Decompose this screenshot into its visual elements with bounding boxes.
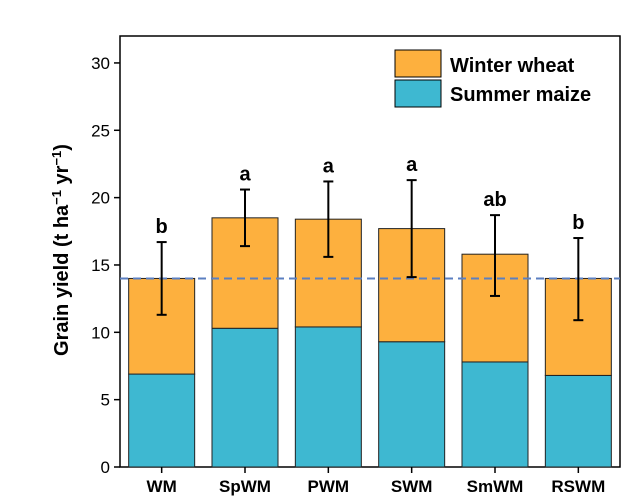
bar-summer-maize-spwm: [211, 327, 279, 468]
significance-letter-pwm: a: [323, 155, 335, 177]
x-tick-label-spwm: SpWM: [219, 477, 271, 496]
bar-summer-maize-wm: [128, 373, 196, 468]
y-tick-label-5: 5: [101, 391, 110, 410]
x-tick-label-rswm: RSWM: [551, 477, 605, 496]
x-tick-label-wm: WM: [147, 477, 177, 496]
y-tick-label-10: 10: [91, 323, 110, 342]
significance-letter-swm: a: [406, 154, 418, 176]
bar-winter-wheat-smwm: [461, 253, 529, 363]
x-tick-label-pwm: PWM: [308, 477, 350, 496]
significance-letter-wm: b: [156, 216, 168, 238]
y-axis-title: Grain yield (t ha−1 yr−1): [49, 144, 73, 356]
y-tick-label-0: 0: [101, 458, 110, 477]
bar-summer-maize-smwm: [461, 361, 529, 468]
x-axis: WM SpWM PWM SWM SmWM RSWM: [147, 467, 605, 496]
legend: Winter wheat Summer maize: [394, 49, 591, 108]
bar-summer-maize-swm: [378, 341, 446, 468]
error-bars-group: b a a a ab b: [156, 154, 584, 322]
significance-letter-rswm: b: [572, 212, 584, 234]
x-tick-label-swm: SWM: [391, 477, 433, 496]
x-tick-label-smwm: SmWM: [467, 477, 524, 496]
significance-letter-smwm: ab: [483, 189, 506, 211]
y-tick-label-25: 25: [91, 121, 110, 140]
y-tick-label-30: 30: [91, 54, 110, 73]
legend-swatch-winter-wheat: [394, 49, 442, 78]
plot-frame: [119, 35, 621, 468]
legend-swatch-summer-maize: [394, 79, 442, 108]
y-tick-label-20: 20: [91, 189, 110, 208]
bar-summer-maize-rswm: [544, 374, 612, 468]
bar-summer-maize-pwm: [294, 326, 362, 468]
legend-label-winter-wheat: Winter wheat: [450, 55, 575, 77]
y-axis: 0 5 10 15 20 25 30: [91, 54, 120, 477]
legend-label-summer-maize: Summer maize: [450, 84, 591, 106]
significance-letter-spwm: a: [239, 164, 251, 186]
bars-group: [128, 217, 612, 468]
y-tick-label-15: 15: [91, 256, 110, 275]
